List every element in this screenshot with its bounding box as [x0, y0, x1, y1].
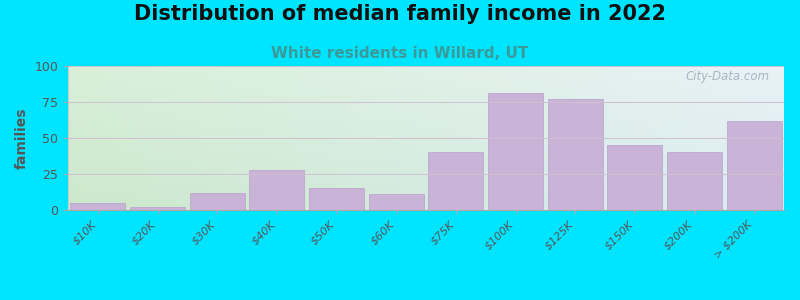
- Text: White residents in Willard, UT: White residents in Willard, UT: [271, 46, 529, 62]
- Bar: [309, 188, 364, 210]
- Bar: [190, 193, 245, 210]
- Bar: [130, 207, 185, 210]
- Bar: [548, 99, 602, 210]
- Bar: [667, 152, 722, 210]
- Bar: [488, 93, 543, 210]
- Bar: [369, 194, 424, 210]
- Bar: [428, 152, 483, 210]
- Bar: [70, 203, 126, 210]
- Bar: [607, 145, 662, 210]
- Text: City-Data.com: City-Data.com: [686, 70, 770, 83]
- Text: Distribution of median family income in 2022: Distribution of median family income in …: [134, 4, 666, 25]
- Bar: [726, 121, 782, 210]
- Y-axis label: families: families: [15, 107, 29, 169]
- Bar: [250, 170, 304, 210]
